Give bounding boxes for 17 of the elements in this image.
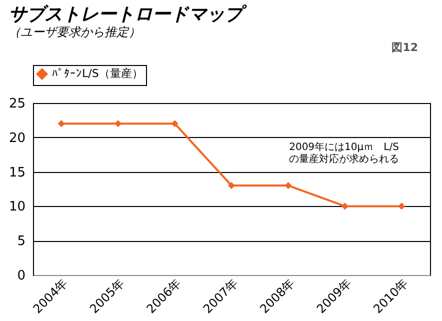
y-tick-label: 15	[8, 165, 26, 180]
legend-label: ﾊﾟﾀｰﾝL/S（量産）	[52, 67, 143, 80]
y-tick-label: 20	[8, 130, 26, 146]
y-tick-label: 25	[8, 96, 26, 112]
y-tick-label: 10	[8, 200, 26, 215]
point	[284, 182, 292, 190]
point	[398, 202, 406, 210]
point	[114, 120, 122, 128]
point	[341, 202, 348, 210]
chart-title: サブストレートロードマップ	[8, 4, 248, 25]
point	[171, 120, 178, 128]
y-tick-label: 5	[17, 234, 26, 250]
point	[58, 120, 65, 128]
annotation: 2009年には10μｍ L/S の量産対応が求められる	[289, 141, 399, 165]
y-tick-label: 0	[17, 268, 26, 284]
caption: 図12	[392, 41, 418, 54]
chart-subtitle: （ユーザ要求から推定）	[8, 25, 140, 39]
